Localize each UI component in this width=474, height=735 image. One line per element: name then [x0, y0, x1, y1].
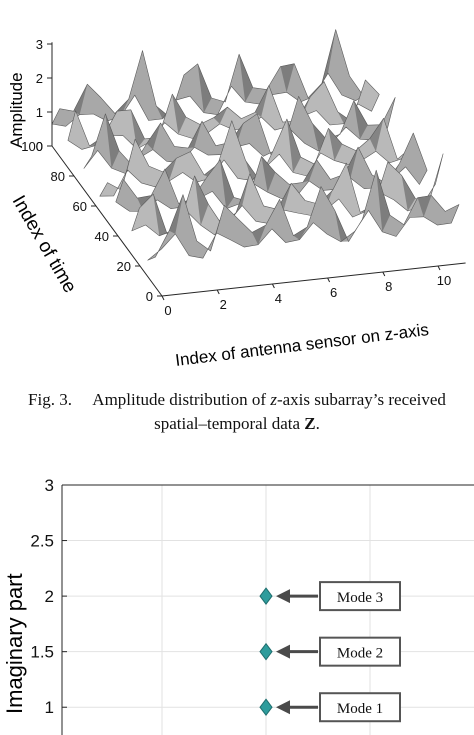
caption-text-3: spatial–temporal data	[154, 414, 305, 433]
scatter-plot: 1 1.5 2 2.5 3 Mode 1 Mode 2 Mode 3 Imaginary p…	[2, 476, 474, 735]
z-tick-label: 2	[36, 71, 43, 86]
figure-caption: Fig. 3. Amplitude distribution of z-axis…	[0, 388, 474, 436]
mode-arrow-head	[276, 700, 290, 715]
surface-shadow	[130, 109, 145, 150]
surface-shadow	[210, 205, 225, 251]
y-tick-label: 1.5	[30, 643, 54, 662]
x-tick-label: 2	[220, 297, 227, 312]
surface-shadow	[153, 194, 168, 236]
y-tick-label: 2	[45, 587, 54, 606]
x-tick-label: 8	[385, 279, 392, 294]
surface-shadow	[401, 175, 416, 211]
y-tick-label: 80	[51, 169, 65, 184]
mode-marker	[259, 642, 273, 661]
x-tick	[437, 265, 441, 271]
caption-text-2: -axis subarray’s received	[276, 390, 446, 409]
scatter-grid	[62, 484, 474, 735]
surface-shadow	[334, 210, 349, 242]
surface-shadow	[302, 159, 317, 183]
z-axis-label: Amplitude	[7, 72, 26, 148]
surface-shadow	[121, 139, 136, 191]
mode-label-box	[319, 692, 401, 723]
y-tick-label: 40	[95, 229, 109, 244]
surface-shadow	[280, 63, 295, 93]
x-tick	[161, 295, 165, 301]
mode-marker	[259, 587, 273, 605]
caption-prefix: Fig. 3.	[28, 390, 72, 409]
surface-shadow	[146, 123, 161, 150]
x-axis-line	[161, 262, 466, 297]
mode-arrow-head	[276, 589, 290, 604]
surface-shadow	[105, 113, 120, 169]
y-tick-label: 100	[21, 139, 43, 154]
scatter-marks: Mode 1 Mode 2 Mode 3	[259, 581, 401, 723]
surface-shadow	[328, 128, 343, 161]
mode-arrow-head	[276, 644, 290, 659]
caption-end: .	[315, 414, 320, 433]
surface-shadow	[172, 94, 187, 135]
y-tick-label: 60	[73, 199, 87, 214]
surface-ridge	[51, 29, 364, 127]
caption-z-italic: z	[270, 390, 277, 409]
scatter-y-axis-label: Imaginary part	[2, 573, 27, 714]
mode-label-box	[319, 581, 401, 612]
y-tick-label: 1	[45, 698, 54, 717]
y-tick-label: 0	[146, 289, 153, 304]
y-axis-label: Index of time	[8, 192, 81, 297]
x-tick	[382, 271, 386, 277]
mode-label: Mode 1	[337, 701, 383, 717]
y-tick-label: 2.5	[30, 532, 54, 551]
x-tick-label: 10	[437, 273, 451, 288]
surface-shadow	[293, 226, 308, 240]
surface-shadow	[252, 225, 266, 245]
surface-shadow	[220, 159, 234, 209]
surface-shadow	[236, 173, 250, 213]
surface-shadow	[255, 85, 269, 117]
z-tick-label: 3	[36, 37, 43, 52]
x-tick	[271, 283, 275, 289]
y-axis-line	[51, 145, 163, 297]
surface-shadow	[194, 175, 209, 226]
surface-shadow	[73, 84, 88, 115]
surface-shadow	[321, 29, 336, 84]
surface-shadow	[188, 121, 202, 149]
y-tick-label: 20	[117, 259, 131, 274]
mode-marker	[259, 698, 273, 717]
x-tick	[327, 277, 331, 283]
caption-bold-z: Z	[304, 414, 316, 433]
mode-label: Mode 2	[337, 646, 383, 662]
z-tick-label: 0	[36, 139, 43, 154]
x-tick-label: 0	[164, 303, 171, 318]
surface-mesh	[51, 29, 460, 261]
surface-shadow	[353, 100, 368, 140]
surface-shadow	[369, 118, 384, 152]
x-tick-label: 6	[330, 285, 337, 300]
x-tick-label: 4	[275, 291, 282, 306]
y-tick-label: 3	[45, 476, 54, 495]
surface-shadow	[213, 107, 228, 124]
surface-shadow	[197, 63, 212, 113]
surface-shadow	[417, 195, 432, 217]
mode-label-box	[319, 636, 401, 667]
x-axis-label: Index of antenna sensor on z-axis	[174, 320, 430, 370]
surface-shadow	[169, 194, 183, 234]
surface-shadow	[286, 119, 301, 173]
surface-shadow	[376, 170, 390, 232]
caption-text-1: Amplitude distribution of	[92, 390, 271, 409]
mode-label: Mode 3	[337, 590, 383, 606]
z-tick-label: 1	[36, 105, 43, 120]
scatter-axes: 1 1.5 2 2.5 3	[30, 476, 474, 735]
x-tick	[216, 289, 220, 295]
surface-shadow	[261, 156, 276, 193]
surface-shadow	[239, 54, 253, 102]
